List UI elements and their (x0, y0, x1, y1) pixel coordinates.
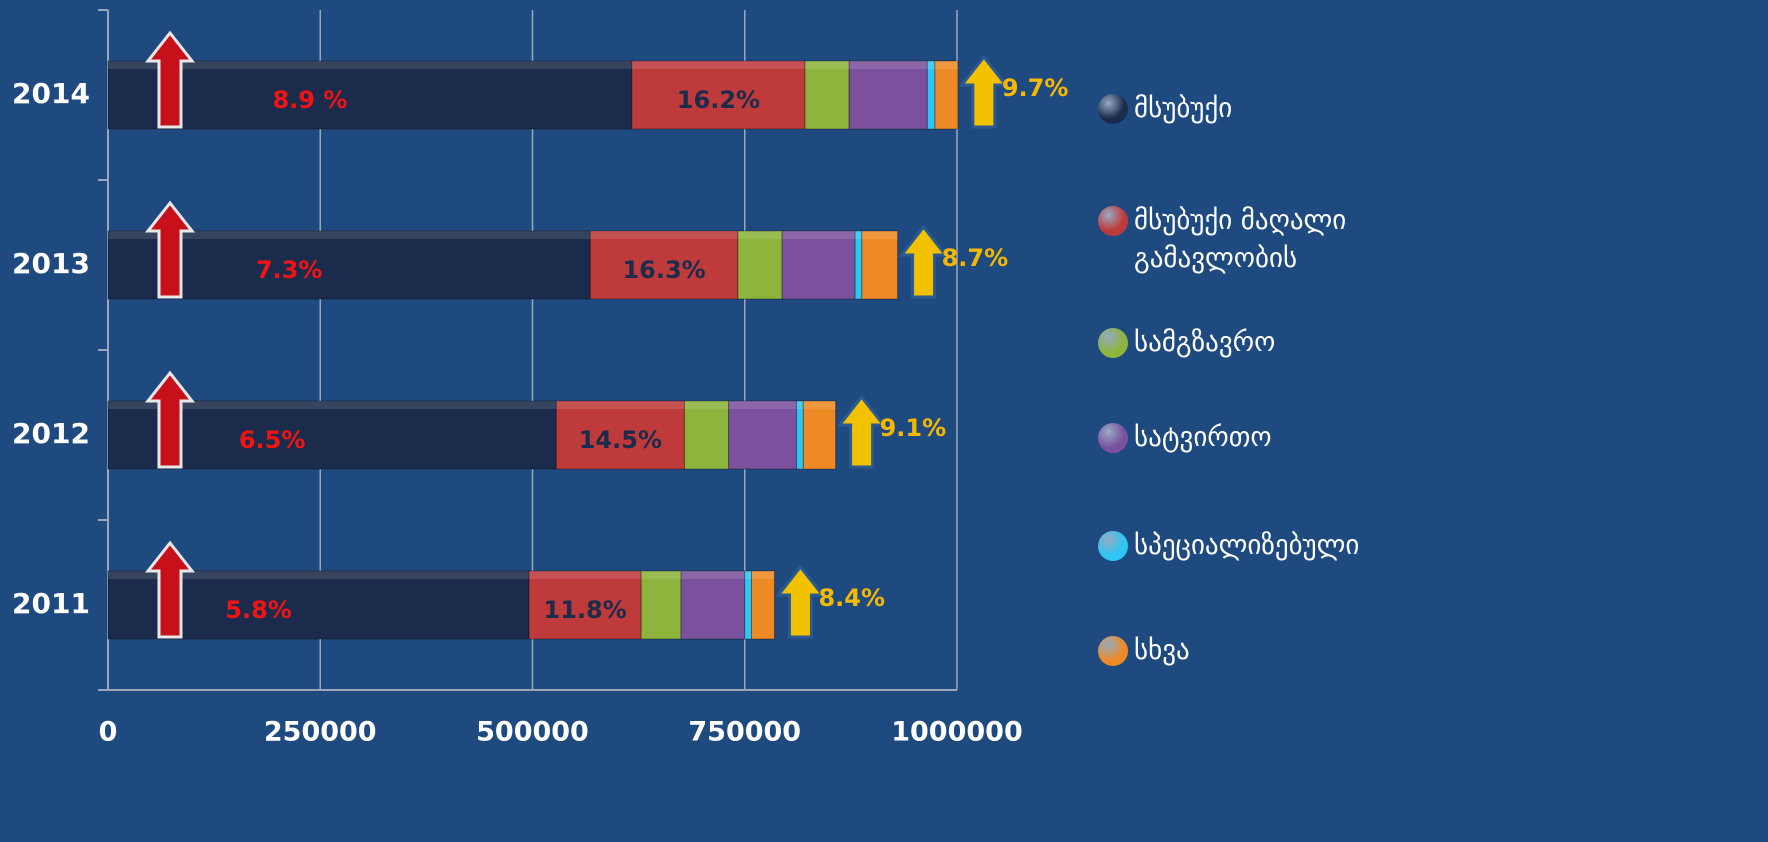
legend-marker (1098, 636, 1128, 666)
bar-highlight (529, 571, 642, 579)
total-arrow (836, 394, 887, 469)
bar-segment (528, 570, 642, 640)
legend-marker (1098, 206, 1128, 236)
bar-highlight (855, 231, 862, 239)
bar-highlight (108, 401, 557, 409)
legend-label: მსუბუქი (1134, 93, 1233, 124)
bar-segment (555, 400, 685, 470)
bar-highlight (631, 61, 806, 69)
bar-highlight (751, 571, 775, 579)
bar-segment (737, 230, 783, 300)
bar-highlight (744, 571, 752, 579)
legend-item: სხვა (1098, 632, 1434, 670)
bar-highlight (934, 61, 958, 69)
legend-label: სხვა (1134, 635, 1190, 666)
bar-segment (934, 60, 959, 130)
total-label: 8.4% (818, 584, 885, 612)
legend-label: სპეციალიზებული (1134, 530, 1360, 561)
total-label: 9.1% (880, 414, 947, 442)
bar-highlight (805, 61, 850, 69)
dark-label: 6.5% (239, 426, 306, 454)
legend-marker (1098, 531, 1128, 561)
total-arrow (775, 564, 826, 639)
bar-segment (854, 230, 863, 300)
total-arrow (898, 224, 949, 299)
bar-segment (781, 230, 856, 300)
bar-highlight (108, 231, 591, 239)
growth-arrow (144, 30, 196, 129)
total-arrow (958, 54, 1009, 129)
legend-item: მსუბუქი (1098, 90, 1434, 128)
bar-segment (683, 400, 730, 470)
bar-highlight (803, 401, 836, 409)
x-tick-label: 250000 (264, 717, 377, 748)
legend-label: სამგზავრო (1134, 327, 1276, 358)
dark-label: 8.9 % (272, 86, 347, 114)
y-tick-label: 2012 (12, 417, 90, 450)
bar-segment (848, 60, 928, 130)
legend-label: მსუბუქი მაღალი გამავლობის (1134, 205, 1347, 274)
bar-segment (107, 400, 557, 470)
bar-segment (728, 400, 798, 470)
legend-item: სატვირთო (1098, 419, 1434, 457)
bar-highlight (641, 571, 682, 579)
legend-marker (1098, 328, 1128, 358)
legend-marker (1098, 423, 1128, 453)
y-tick-label: 2014 (12, 77, 90, 110)
bar-highlight (861, 231, 898, 239)
bar-segment (640, 570, 682, 640)
growth-arrow (144, 540, 196, 639)
growth-arrow (144, 200, 196, 299)
bar-segment (107, 60, 633, 130)
legend-marker (1098, 94, 1128, 124)
bar-highlight (796, 401, 804, 409)
x-tick-label: 750000 (688, 717, 801, 748)
bar-segment (796, 400, 804, 470)
bar-highlight (849, 61, 928, 69)
bar-segment (802, 400, 837, 470)
y-tick-label: 2013 (12, 247, 90, 280)
legend-item: სამგზავრო (1098, 324, 1434, 362)
red-label: 16.2% (677, 86, 760, 114)
bar-segment (804, 60, 850, 130)
total-label: 8.7% (942, 244, 1009, 272)
red-label: 14.5% (579, 426, 662, 454)
dark-label: 7.3% (256, 256, 323, 284)
bar-highlight (681, 571, 745, 579)
dark-label: 5.8% (225, 596, 292, 624)
bar-segment (926, 60, 936, 130)
growth-arrow (144, 370, 196, 469)
bar-segment (680, 570, 746, 640)
bar-highlight (737, 231, 783, 239)
bar-highlight (556, 401, 685, 409)
bar-segment (631, 60, 806, 130)
bar-highlight (590, 231, 738, 239)
x-tick-label: 500000 (476, 717, 589, 748)
legend-label: სატვირთო (1134, 422, 1272, 453)
bar-segment (861, 230, 899, 300)
bar-highlight (927, 61, 935, 69)
bar-highlight (108, 61, 632, 69)
bar-highlight (684, 401, 729, 409)
bar-highlight (728, 401, 797, 409)
bar-segment (744, 570, 753, 640)
legend-item: მსუბუქი მაღალი გამავლობის (1098, 202, 1434, 278)
bar-highlight (108, 571, 530, 579)
bar-highlight (782, 231, 856, 239)
bar-segment (751, 570, 775, 640)
x-tick-label: 0 (99, 717, 118, 748)
y-tick-label: 2011 (12, 587, 90, 620)
x-tick-label: 1000000 (891, 717, 1023, 748)
legend-item: სპეციალიზებული (1098, 527, 1434, 565)
red-label: 16.3% (622, 256, 705, 284)
red-label: 11.8% (544, 596, 627, 624)
total-label: 9.7% (1002, 74, 1069, 102)
bar-segment (589, 230, 739, 300)
